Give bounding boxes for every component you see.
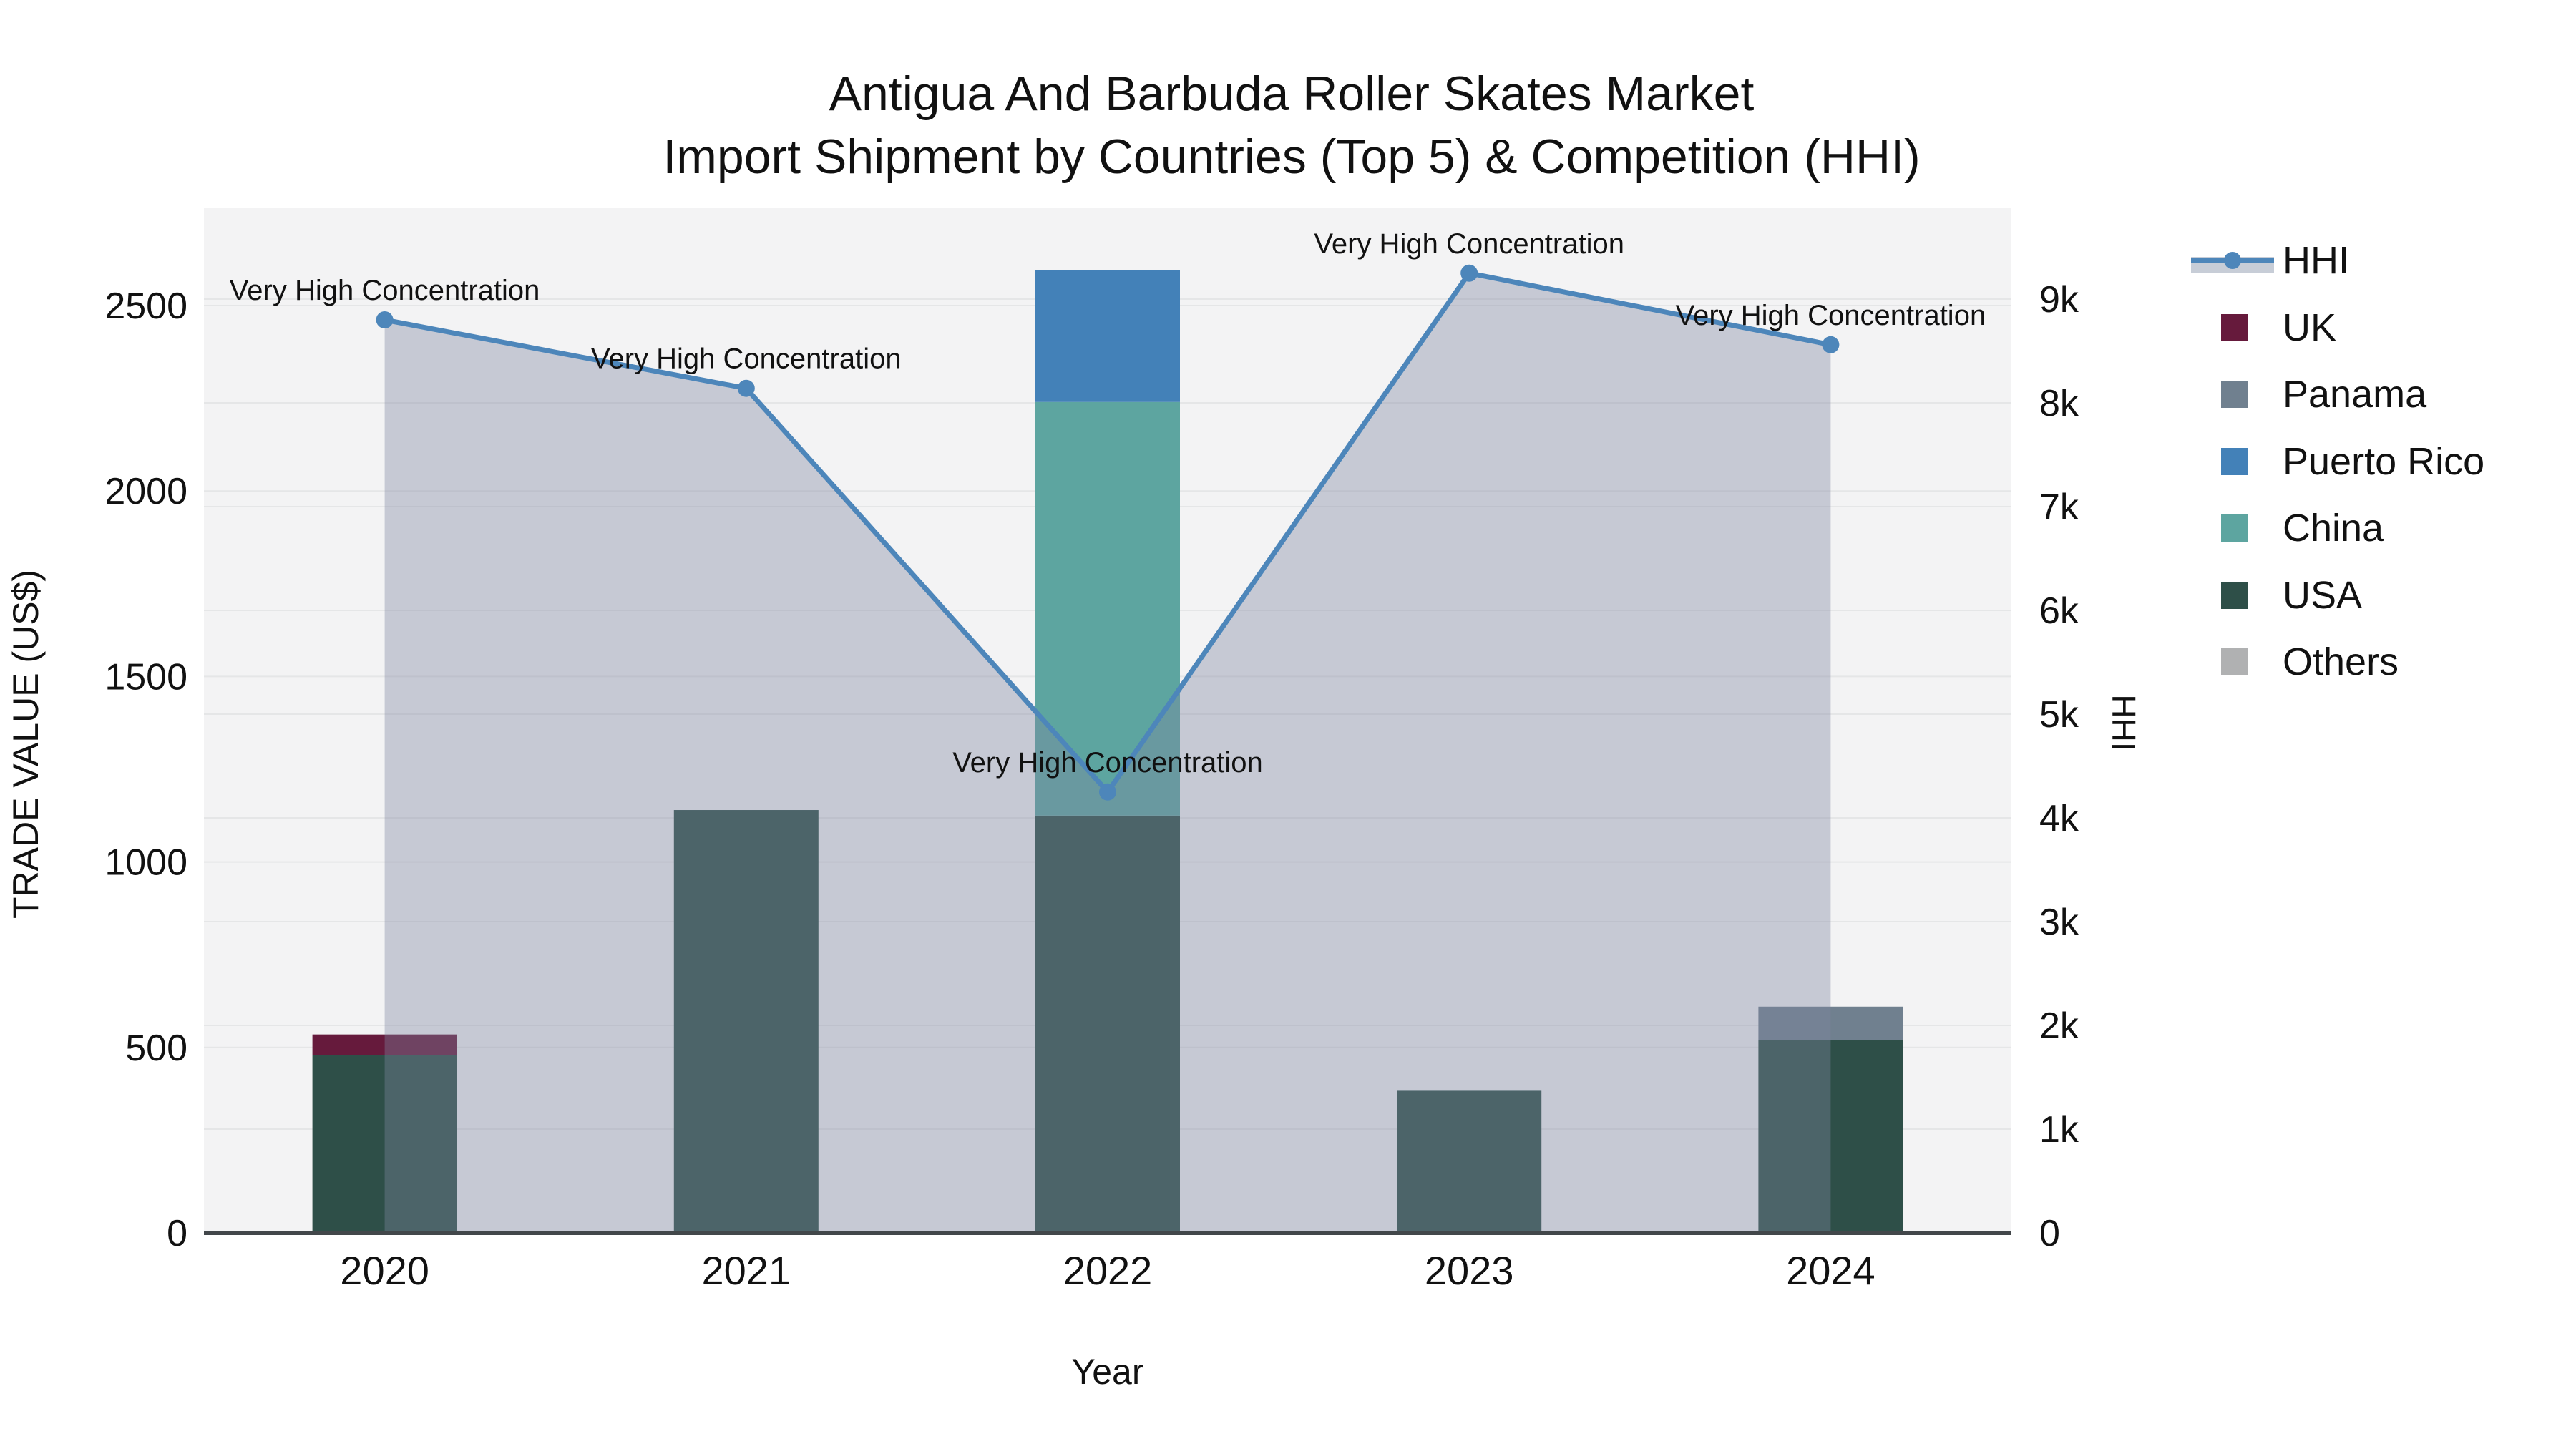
x-tick-2024: 2024 (1786, 1248, 1875, 1293)
y-right-tick-1k: 1k (2039, 1109, 2079, 1151)
hhi-area-fill (384, 273, 1831, 1233)
bar-segment-2024-usa[interactable] (1758, 1040, 1903, 1233)
legend-label-panama: Panama (2283, 373, 2427, 416)
y-right-tick-5k: 5k (2039, 694, 2079, 736)
y-left-tick-500: 500 (125, 1028, 187, 1069)
legend-label-hhi: HHI (2283, 239, 2349, 282)
legend-label-uk: UK (2283, 306, 2337, 349)
y-right-tick-8k: 8k (2039, 383, 2079, 424)
annotation-2023: Very High Concentration (1314, 228, 1624, 260)
annotation-2020: Very High Concentration (230, 275, 540, 306)
y-left-tick-1500: 1500 (104, 656, 187, 698)
y-right-tick-0: 0 (2039, 1213, 2060, 1254)
legend-swatch-uk (2221, 313, 2248, 341)
legend-hhi-line-sample-icon (2191, 247, 2274, 274)
bar-segment-2022-china[interactable] (1035, 401, 1180, 816)
legend-swatch-others (2221, 648, 2248, 675)
bar-segment-2020-uk[interactable] (312, 1034, 457, 1055)
legend-label-puerto-rico: Puerto Rico (2283, 439, 2485, 483)
bar-segment-2020-usa[interactable] (312, 1055, 457, 1233)
x-axis-title: Year (1071, 1352, 1144, 1392)
legend-swatch-puerto-rico (2221, 447, 2248, 475)
annotation-2021: Very High Concentration (591, 343, 902, 375)
legend-swatch-panama (2221, 381, 2248, 408)
legend: HHI UK Panama Puerto Rico China USA Others (2175, 0, 2576, 787)
y-left-tick-1000: 1000 (104, 842, 187, 884)
hhi-marker-2021[interactable] (737, 379, 755, 397)
y-left-tick-2000: 2000 (104, 471, 187, 512)
legend-label-china: China (2283, 507, 2384, 550)
chart-title-line1: Antigua And Barbuda Roller Skates Market (829, 67, 1755, 121)
bar-segment-2023-usa[interactable] (1397, 1090, 1542, 1233)
hhi-marker-2020[interactable] (376, 311, 394, 328)
y-right-tick-3k: 3k (2039, 902, 2079, 943)
y-right-tick-4k: 4k (2039, 798, 2079, 839)
annotation-2022: Very High Concentration (952, 747, 1263, 779)
hhi-marker-2023[interactable] (1460, 264, 1478, 282)
bar-segment-2021-usa[interactable] (673, 810, 819, 1233)
chart-title-line2: Import Shipment by Countries (Top 5) & C… (663, 130, 1921, 184)
x-axis-line (204, 1231, 2011, 1235)
x-tick-2022: 2022 (1063, 1248, 1153, 1293)
x-tick-2020: 2020 (340, 1248, 429, 1293)
bar-segment-2022-puerto-rico[interactable] (1035, 270, 1180, 402)
legend-label-others: Others (2283, 640, 2399, 683)
y-right-tick-9k: 9k (2039, 279, 2079, 321)
y-left-tick-2500: 2500 (104, 286, 187, 327)
bar-segment-2024-panama[interactable] (1758, 1006, 1903, 1040)
y-axis-title-right: HHI (2105, 694, 2142, 751)
bar-segment-2022-usa[interactable] (1035, 815, 1180, 1233)
legend-swatch-usa (2221, 581, 2248, 609)
y-right-tick-7k: 7k (2039, 487, 2079, 528)
annotation-2024: Very High Concentration (1676, 300, 1986, 331)
x-tick-2021: 2021 (702, 1248, 791, 1293)
legend-label-usa: USA (2283, 573, 2363, 617)
legend-swatch-china (2221, 514, 2248, 542)
x-tick-2023: 2023 (1425, 1248, 1514, 1293)
hhi-marker-2024[interactable] (1822, 336, 1840, 353)
y-left-tick-0: 0 (167, 1213, 187, 1254)
y-right-tick-2k: 2k (2039, 1005, 2079, 1047)
hhi-marker-2022[interactable] (1099, 783, 1116, 801)
y-right-tick-6k: 6k (2039, 590, 2079, 632)
y-axis-title-left: TRADE VALUE (US$) (6, 569, 46, 919)
